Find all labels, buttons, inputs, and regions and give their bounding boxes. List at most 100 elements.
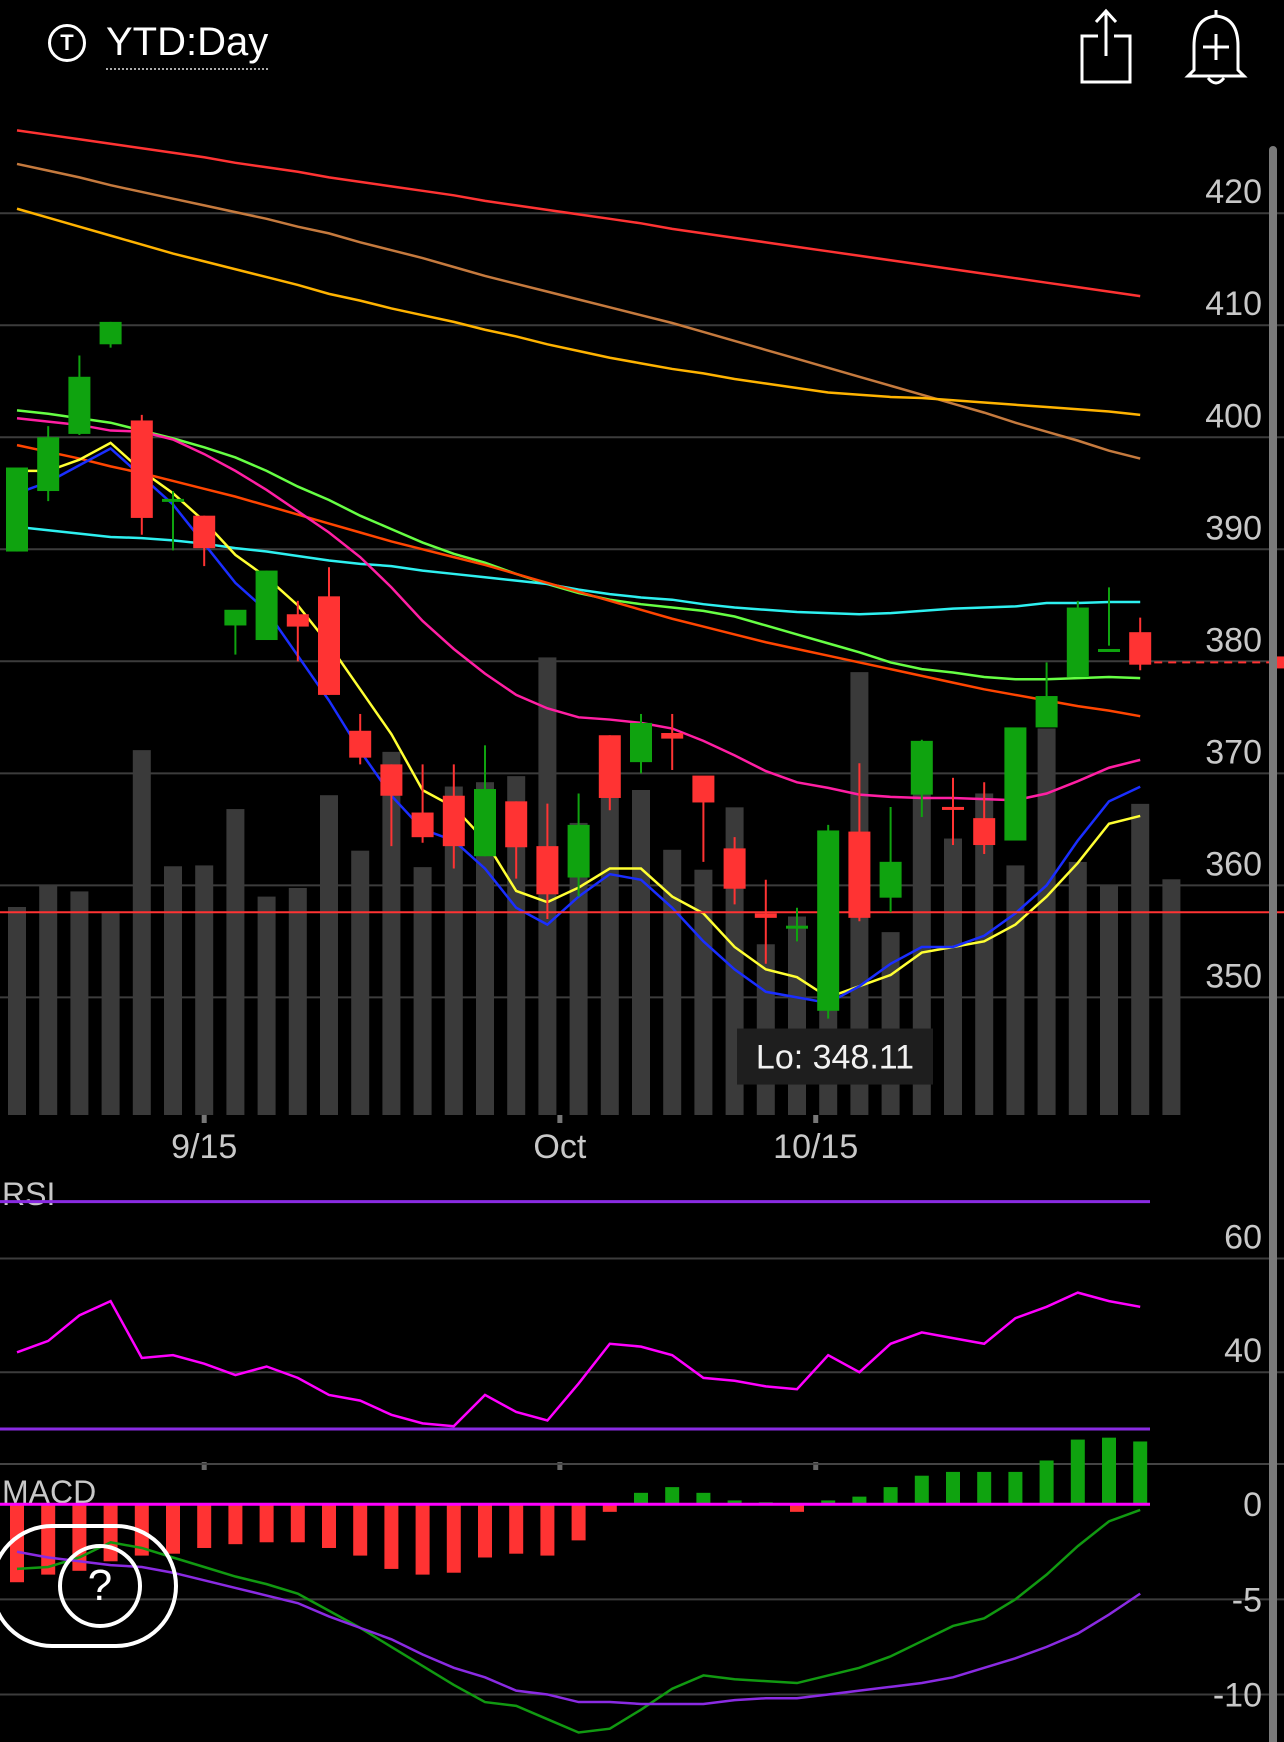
x-tick-label: 10/15 (773, 1128, 858, 1166)
volume-bar (70, 891, 89, 1115)
macd-histogram-bar (259, 1504, 274, 1543)
moving-average-line (16, 525, 1141, 616)
macd-histogram-bar (634, 1492, 648, 1505)
candle-body (99, 321, 122, 345)
volume-bar (320, 795, 338, 1115)
candle-body (754, 913, 777, 918)
candle-body (193, 515, 216, 549)
macd-histogram-bar (1008, 1471, 1023, 1505)
candle-body (130, 420, 153, 518)
macd-histogram-bar (166, 1504, 180, 1554)
moving-average-line (16, 443, 1141, 718)
help-icon[interactable]: ? (58, 1544, 142, 1628)
volume-bar (226, 809, 245, 1115)
y-tick-label: 60 (1224, 1219, 1262, 1257)
volume-bar (507, 776, 526, 1115)
macd-histogram-bar (727, 1500, 742, 1505)
volume-bar (444, 786, 463, 1115)
candle-body (1066, 607, 1089, 677)
macd-histogram-bar (446, 1504, 461, 1573)
candle-body (349, 730, 372, 758)
y-tick-label: 380 (1205, 621, 1262, 659)
macd-histogram-bar (290, 1504, 305, 1543)
volume-bar (1131, 803, 1150, 1115)
volume-bar (1068, 861, 1087, 1115)
low-annotation-label: Lo: 348.11 (756, 1039, 914, 1077)
candle-body (910, 740, 933, 795)
add-alert-bell-icon[interactable] (1180, 4, 1252, 86)
y-tick-label: 0 (1243, 1486, 1262, 1524)
macd-signal-line (16, 1550, 1141, 1706)
volume-bar (1100, 885, 1118, 1115)
x-tick-label: 9/15 (171, 1128, 237, 1166)
volume-bar (600, 783, 619, 1115)
y-tick-label: 420 (1205, 173, 1262, 211)
candle-body (630, 722, 652, 763)
macd-histogram-bar (821, 1500, 836, 1505)
range-type-icon[interactable]: T (48, 24, 86, 62)
volume-bar (663, 849, 682, 1115)
candle-body (848, 831, 871, 918)
volume-bar (1162, 879, 1181, 1115)
candle-body (817, 830, 840, 1011)
volume-bar (195, 865, 214, 1115)
candle-body (474, 789, 496, 857)
candle-body (318, 596, 340, 695)
candle-body (286, 614, 309, 627)
candle-body (879, 861, 902, 898)
macd-histogram-bar (509, 1504, 524, 1554)
y-tick-label: 360 (1205, 845, 1262, 883)
help-button[interactable]: ? (0, 1524, 178, 1648)
candle-body (37, 437, 60, 492)
volume-bar (288, 887, 307, 1115)
volume-bar (101, 911, 120, 1115)
macd-histogram-bar (665, 1487, 680, 1505)
macd-histogram-bar (540, 1504, 555, 1556)
macd-histogram-bar (1102, 1437, 1116, 1505)
top-bar: T YTD:Day (0, 0, 1284, 90)
macd-histogram-bar (322, 1504, 336, 1548)
share-icon[interactable] (1076, 6, 1136, 86)
volume-bar (8, 907, 26, 1115)
candle-body (68, 376, 91, 434)
macd-histogram-bar (883, 1487, 898, 1505)
candle-body (224, 609, 247, 626)
macd-histogram-bar (696, 1492, 711, 1505)
moving-average-line (16, 409, 1141, 681)
volume-bar (39, 885, 58, 1115)
macd-line (16, 1508, 1141, 1734)
macd-histogram-bar (571, 1504, 586, 1541)
moving-average-line (16, 129, 1141, 298)
candle-body (162, 498, 184, 502)
macd-histogram-bar (1070, 1439, 1085, 1505)
volume-bar (1006, 865, 1025, 1115)
volume-bar (1037, 728, 1056, 1115)
macd-histogram-bar (946, 1471, 960, 1505)
y-tick-label: 390 (1205, 509, 1262, 547)
low-annotation-box (737, 1028, 933, 1085)
candle-body (442, 795, 465, 847)
macd-histogram-bar (1039, 1460, 1054, 1505)
time-range-selector[interactable]: YTD:Day (106, 18, 269, 70)
volume-bar (975, 793, 994, 1115)
volume-bar (257, 896, 276, 1115)
candle-body (6, 467, 28, 552)
candle-body (1129, 632, 1152, 665)
volume-bar (788, 916, 806, 1115)
moving-average-line (16, 162, 1141, 460)
candle-body (661, 733, 684, 739)
candle-body (380, 764, 403, 796)
candle-body (505, 801, 528, 848)
moving-average-line (16, 207, 1141, 417)
candle-body (786, 925, 808, 929)
volume-bar (694, 869, 713, 1115)
candle-body (1004, 727, 1027, 841)
volume-bar (413, 867, 432, 1115)
volume-bar (569, 822, 588, 1115)
candle-body (723, 848, 746, 889)
candle-body (255, 570, 278, 641)
candle-body (536, 846, 559, 895)
candle-body (1098, 648, 1120, 652)
y-tick-label: 400 (1205, 397, 1262, 435)
